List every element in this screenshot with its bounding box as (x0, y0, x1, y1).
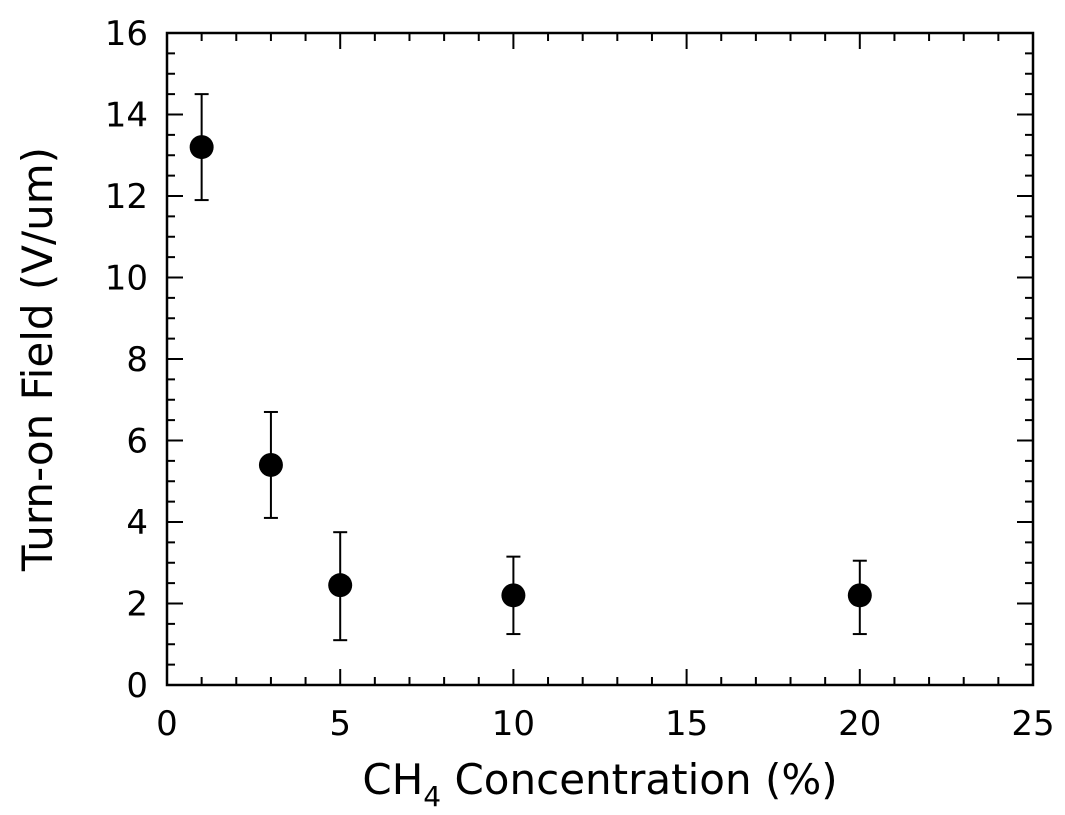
y-tick-label: 6 (126, 422, 148, 462)
y-tick-label: 12 (105, 177, 148, 217)
y-tick-label: 14 (105, 96, 148, 136)
y-tick-label: 16 (105, 14, 148, 54)
x-axis-label: CH4 Concentration (%) (362, 755, 837, 813)
plot-frame (165, 31, 1035, 687)
data-point (328, 573, 353, 598)
axis-ticks (166, 32, 1034, 686)
data-point (847, 583, 872, 608)
y-axis-label: Turn-on Field (V/um) (13, 147, 62, 572)
y-tick-label: 2 (126, 585, 148, 625)
x-tick-label: 25 (1011, 704, 1054, 744)
y-tick-label: 4 (126, 503, 148, 543)
data-point (501, 583, 526, 608)
data-points (189, 135, 872, 608)
y-tick-label: 8 (126, 340, 148, 380)
x-tick-label: 20 (838, 704, 881, 744)
data-point (189, 135, 214, 160)
y-tick-label: 0 (126, 666, 148, 706)
x-tick-label: 15 (665, 704, 708, 744)
x-tick-label: 0 (156, 704, 178, 744)
error-bars (194, 93, 867, 642)
x-tick-label: 10 (492, 704, 535, 744)
data-point (258, 452, 283, 477)
tick-labels: 0 5 10 15 20 25 0 2 4 6 8 10 12 14 16 (105, 14, 1055, 744)
x-tick-label: 5 (329, 704, 351, 744)
y-tick-label: 10 (105, 259, 148, 299)
